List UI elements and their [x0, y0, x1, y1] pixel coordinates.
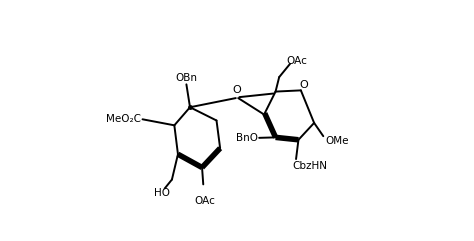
Text: MeO₂C: MeO₂C — [106, 114, 141, 124]
Text: CbzHN: CbzHN — [292, 161, 328, 171]
Text: O: O — [299, 80, 308, 90]
Text: OMe: OMe — [325, 136, 349, 146]
Text: BnO: BnO — [236, 133, 258, 143]
Text: OBn: OBn — [175, 73, 197, 83]
Text: OAc: OAc — [287, 56, 308, 67]
Text: OAc: OAc — [194, 195, 215, 206]
Text: O: O — [233, 85, 241, 95]
Text: HO: HO — [155, 188, 170, 198]
